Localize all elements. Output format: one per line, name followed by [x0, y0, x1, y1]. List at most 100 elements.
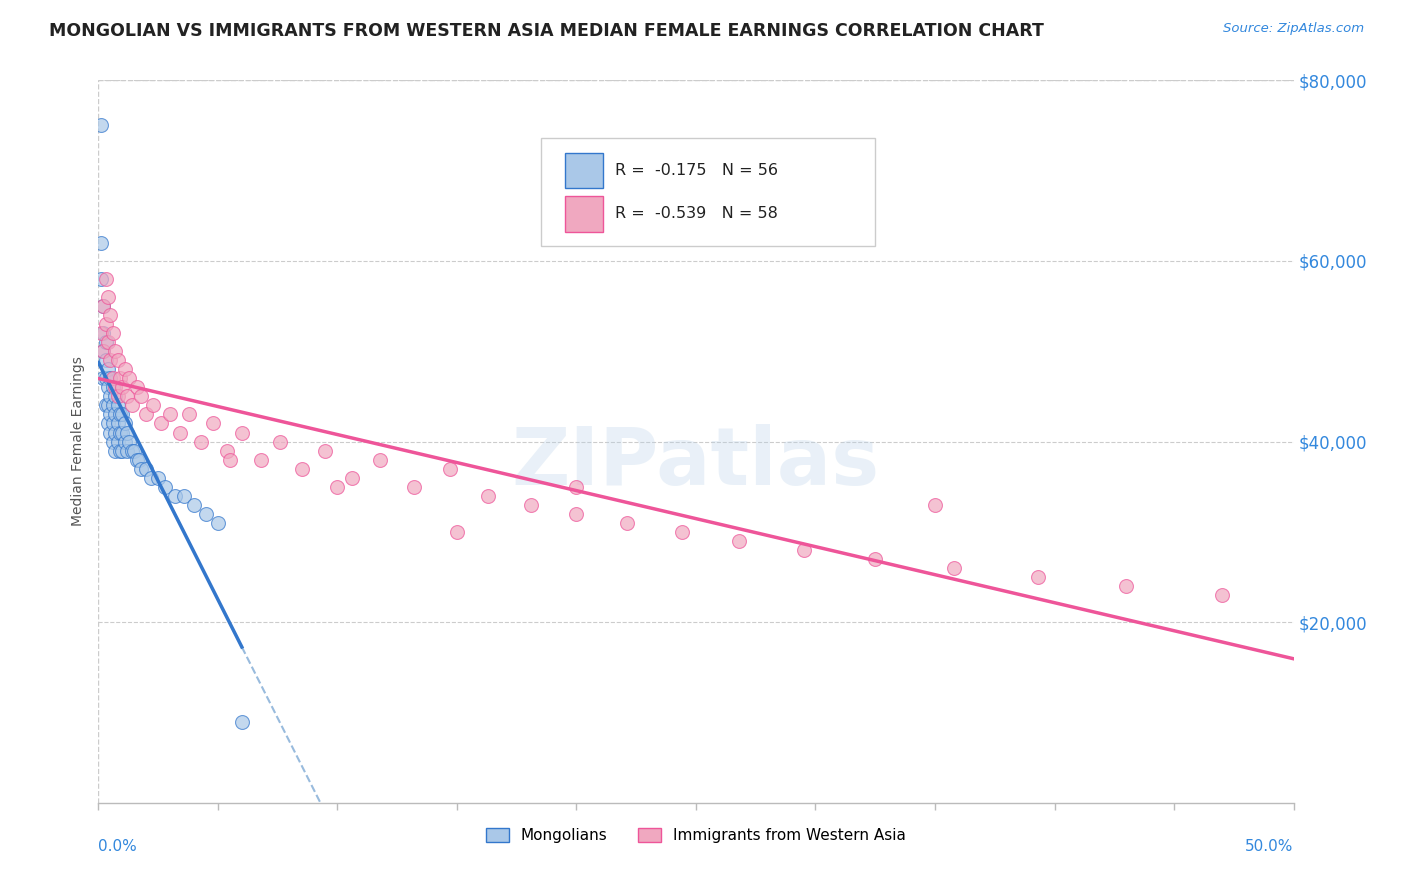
Point	[326, 480, 349, 494]
Point	[477, 489, 499, 503]
Point	[125, 380, 148, 394]
Point	[149, 417, 172, 431]
Point	[91, 299, 114, 313]
Point	[108, 408, 131, 422]
Point	[101, 417, 124, 431]
Point	[124, 443, 146, 458]
Point	[98, 308, 122, 322]
Point	[104, 408, 127, 422]
Point	[101, 434, 124, 449]
Point	[104, 425, 127, 440]
Point	[207, 516, 229, 530]
Point	[173, 489, 195, 503]
Point	[1115, 579, 1137, 593]
Text: 50.0%: 50.0%	[1246, 838, 1294, 854]
Point	[107, 353, 129, 368]
Point	[98, 371, 122, 385]
Point	[101, 398, 124, 412]
Point	[565, 507, 588, 521]
Point	[97, 362, 120, 376]
Point	[520, 498, 543, 512]
Point	[90, 326, 112, 340]
Point	[94, 335, 117, 350]
Point	[94, 371, 117, 385]
Point	[231, 425, 253, 440]
FancyBboxPatch shape	[565, 196, 603, 232]
Point	[111, 443, 134, 458]
Point	[97, 417, 120, 431]
Point	[98, 425, 122, 440]
Point	[90, 235, 112, 250]
Point	[446, 524, 468, 539]
Point	[315, 443, 337, 458]
Point	[91, 299, 114, 313]
Point	[291, 461, 314, 475]
Point	[135, 408, 157, 422]
Point	[121, 443, 143, 458]
Point	[101, 380, 124, 394]
Point	[101, 326, 124, 340]
Text: ZIPatlas: ZIPatlas	[512, 425, 880, 502]
Point	[97, 290, 120, 304]
Point	[104, 344, 127, 359]
Point	[104, 380, 127, 394]
Point	[101, 371, 124, 385]
Point	[793, 542, 815, 557]
Point	[107, 417, 129, 431]
Text: R =  -0.175   N = 56: R = -0.175 N = 56	[614, 163, 778, 178]
Point	[250, 452, 273, 467]
Point	[121, 398, 143, 412]
Point	[97, 335, 120, 350]
FancyBboxPatch shape	[541, 138, 876, 246]
Point	[107, 389, 129, 403]
Point	[104, 389, 127, 403]
Point	[1211, 588, 1233, 602]
Point	[114, 362, 136, 376]
Point	[111, 408, 134, 422]
Y-axis label: Median Female Earnings: Median Female Earnings	[72, 357, 86, 526]
Point	[179, 408, 201, 422]
Point	[104, 443, 127, 458]
Point	[202, 417, 225, 431]
Point	[340, 470, 363, 484]
Point	[565, 480, 588, 494]
Point	[169, 425, 191, 440]
Point	[94, 272, 117, 286]
Point	[98, 408, 122, 422]
Text: Source: ZipAtlas.com: Source: ZipAtlas.com	[1223, 22, 1364, 36]
Point	[439, 461, 461, 475]
Point	[115, 425, 138, 440]
Point	[139, 470, 162, 484]
Point	[91, 326, 114, 340]
Legend: Mongolians, Immigrants from Western Asia: Mongolians, Immigrants from Western Asia	[479, 822, 912, 849]
Point	[231, 714, 253, 729]
Point	[728, 533, 751, 548]
Point	[94, 398, 117, 412]
Point	[118, 434, 141, 449]
Point	[671, 524, 693, 539]
Point	[111, 425, 134, 440]
Point	[107, 398, 129, 412]
Point	[924, 498, 946, 512]
Point	[402, 480, 425, 494]
Point	[108, 425, 131, 440]
Text: MONGOLIAN VS IMMIGRANTS FROM WESTERN ASIA MEDIAN FEMALE EARNINGS CORRELATION CHA: MONGOLIAN VS IMMIGRANTS FROM WESTERN ASI…	[49, 22, 1045, 40]
Point	[98, 353, 122, 368]
Point	[125, 452, 148, 467]
Point	[115, 443, 138, 458]
Point	[114, 434, 136, 449]
Point	[114, 417, 136, 431]
Point	[115, 389, 138, 403]
Point	[183, 498, 205, 512]
Point	[90, 272, 112, 286]
Text: 0.0%: 0.0%	[98, 838, 138, 854]
Point	[91, 344, 114, 359]
Point	[91, 371, 114, 385]
Point	[865, 552, 887, 566]
Point	[616, 516, 638, 530]
Point	[370, 452, 392, 467]
Point	[111, 380, 134, 394]
Point	[148, 470, 170, 484]
Point	[217, 443, 239, 458]
Point	[159, 408, 181, 422]
